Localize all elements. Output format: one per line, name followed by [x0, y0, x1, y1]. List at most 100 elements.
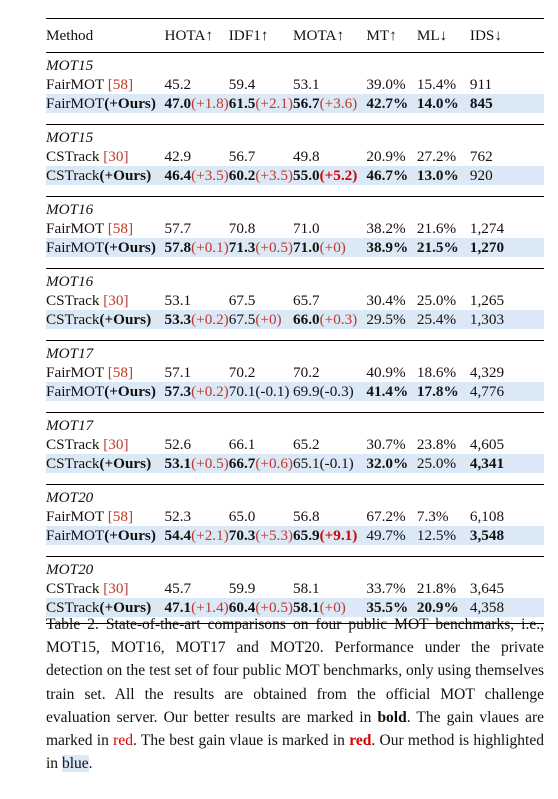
caption-text: . The gain vlaues are marked in [46, 708, 544, 750]
cell-value: 17.8% [416, 382, 459, 400]
cell-value: 3,548 [469, 526, 505, 544]
gain-value: (+5.2) [319, 166, 358, 184]
group-title-row: MOT17 [46, 341, 544, 364]
table-cell: 71.0(+0) [293, 238, 367, 257]
method-label: FairMOT [46, 526, 105, 544]
cell-value: 21.5% [416, 238, 459, 256]
table-row: FairMOT [58] 57.1 70.2 70.2 40.9% 18.6% 4,329 [46, 363, 544, 382]
method-label: CSTrack [46, 291, 100, 309]
table-cell: 45.7 [164, 579, 192, 597]
gain-value: (+3.5) [255, 166, 293, 184]
cell-value: 41.4% [366, 382, 409, 400]
table-cell: 65.7 [293, 291, 320, 309]
table-cell: 67.5 [228, 291, 256, 309]
method-label: FairMOT [46, 382, 105, 400]
cell-value: 35.5% [366, 598, 409, 616]
column-header: IDF1↑ [228, 18, 293, 53]
method-name-ours: CSTrack(+Ours) [46, 598, 165, 617]
table-cell: 70.8 [228, 219, 256, 237]
table-row-ours: CSTrack(+Ours) 47.1(+1.4) 60.4(+0.5) 58.1(+… [46, 598, 544, 617]
cell-value: 46.4 [164, 166, 192, 184]
method-label: CSTrack [46, 166, 100, 184]
cell-value: 55.0 [293, 166, 320, 184]
table-cell: 55.0(+5.2) [293, 166, 367, 185]
cell-value: 66.0 [293, 310, 320, 328]
table-cell: 4,605 [469, 435, 505, 453]
cell-value: 25.4% [416, 310, 457, 328]
table-cell: 65.2 [293, 435, 320, 453]
method-name: CSTrack [30] [46, 435, 165, 454]
method-label: FairMOT [46, 507, 104, 525]
group-separator [46, 473, 544, 485]
table-cell: 4,776 [469, 382, 544, 401]
cell-value: 56.7 [293, 94, 320, 112]
cell-value: 46.7% [366, 166, 409, 184]
cell-value: 49.7% [366, 526, 406, 544]
table-cell: 6,108 [469, 507, 505, 525]
caption-text: . Our method is highlighted in [46, 732, 544, 773]
table-cell: 53.1(+0.5) [164, 454, 229, 473]
cell-value: 20.9% [416, 598, 459, 616]
group-separator [46, 545, 544, 557]
table-cell: 4,329 [469, 363, 505, 381]
group-separator [46, 185, 544, 197]
cell-value: 65.1(-0.1) [293, 454, 354, 472]
group-title-row: MOT15 [46, 53, 544, 76]
table-cell: 1,265 [469, 291, 505, 309]
table-cell: 20.9% [416, 598, 470, 617]
gain-value: (+0.5) [255, 598, 293, 616]
separator-cell [46, 257, 544, 269]
cell-value: 70.3 [228, 526, 256, 544]
gain-value: (+0.5) [191, 454, 229, 472]
cell-value: 32.0% [366, 454, 409, 472]
table-row: FairMOT [58] 45.2 59.4 53.1 39.0% 15.4% 911 [46, 75, 544, 94]
table-cell: 41.4% [366, 382, 417, 401]
table-cell: 65.9(+9.1) [293, 526, 367, 545]
table-cell: 53.1 [164, 291, 192, 309]
table-cell: 66.1 [228, 435, 256, 453]
ours-suffix: (+Ours) [99, 598, 152, 616]
citation-ref: [30] [103, 147, 129, 165]
ours-suffix: (+Ours) [104, 94, 156, 112]
ours-suffix: (+Ours) [104, 382, 156, 400]
method-name-ours: CSTrack(+Ours) [46, 454, 165, 473]
column-header: MOTA↑ [293, 18, 367, 53]
gain-value: (+5.3) [255, 526, 293, 544]
gain-value: (+9.1) [319, 526, 358, 544]
table-cell: 67.2% [366, 507, 406, 525]
method-label: FairMOT [46, 238, 105, 256]
table-cell: 49.7% [366, 526, 417, 545]
table-cell: 42.7% [366, 94, 417, 113]
cell-value: 71.0 [293, 238, 320, 256]
citation-ref: [30] [103, 291, 129, 309]
group-separator [46, 401, 544, 413]
method-name: FairMOT [58] [46, 363, 165, 382]
gain-value: (+3.5) [191, 166, 229, 184]
table-cell: 35.5% [366, 598, 417, 617]
table-cell: 42.9 [164, 147, 192, 165]
table-cell: 66.7(+0.6) [228, 454, 293, 473]
table-cell: 3,645 [469, 579, 505, 597]
citation-ref: [58] [107, 219, 134, 237]
table-cell: 25.0% [416, 454, 470, 473]
cell-value: 53.1 [164, 454, 192, 472]
cell-value: 47.1 [164, 598, 192, 616]
table-cell: 45.2 [164, 75, 192, 93]
method-label: CSTrack [46, 310, 100, 328]
table-cell: 71.0 [293, 219, 320, 237]
group-title-row: MOT16 [46, 197, 544, 220]
table-cell: 61.5(+2.1) [228, 94, 293, 113]
caption-blue-word: blue [61, 755, 89, 773]
method-name: CSTrack [30] [46, 291, 165, 310]
table-cell: 60.4(+0.5) [228, 598, 293, 617]
citation-ref: [58] [107, 507, 134, 525]
group-title-row: MOT20 [46, 557, 544, 580]
table-cell: 30.4% [366, 291, 406, 309]
table-row: CSTrack [30] 45.7 59.9 58.1 33.7% 21.8% 3,645 [46, 579, 544, 598]
caption-text: . The best gain vlaue is marked in [132, 732, 350, 750]
table-cell: 56.8 [293, 507, 320, 525]
table-cell: 52.3 [164, 507, 192, 525]
citation-ref: [30] [103, 435, 129, 453]
table-cell: 39.0% [366, 75, 406, 93]
gain-value: (+3.6) [319, 94, 358, 112]
